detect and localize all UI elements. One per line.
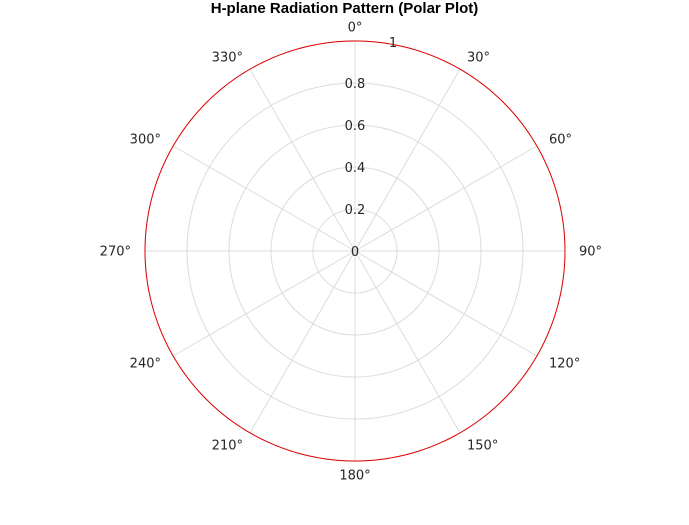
theta-tick-label-5: 150°: [467, 439, 498, 454]
r-tick-label-1: 0.2: [345, 203, 366, 218]
theta-grid-line-11: [249, 68, 356, 252]
r-tick-label-0: 0: [351, 245, 359, 260]
theta-tick-label-10: 300°: [130, 133, 161, 148]
r-tick-label-2: 0.4: [345, 161, 366, 176]
theta-tick-label-7: 210°: [212, 439, 243, 454]
theta-tick-label-3: 90°: [579, 245, 602, 260]
theta-grid-line-2: [354, 145, 538, 252]
theta-grid-line-7: [249, 250, 356, 434]
theta-tick-label-11: 330°: [212, 51, 243, 66]
series-line-0: [144, 40, 566, 462]
theta-grid-line-1: [354, 68, 461, 252]
theta-grid-line-5: [354, 250, 461, 434]
series-layer: [144, 40, 566, 462]
theta-tick-labels: 0° 30° 60° 90° 120° 150° 180° 210° 240° 270° 300° 3…: [100, 21, 602, 484]
theta-tick-label-6: 180°: [339, 469, 370, 484]
theta-tick-label-0: 0°: [348, 21, 363, 36]
theta-grid-line-8: [172, 250, 356, 357]
r-tick-label-5: 1: [389, 36, 397, 51]
angular-grid: [145, 41, 565, 461]
r-tick-label-4: 0.8: [345, 77, 366, 92]
theta-tick-label-8: 240°: [130, 357, 161, 372]
theta-grid-line-4: [354, 250, 538, 357]
theta-grid-line-10: [172, 145, 356, 252]
theta-tick-label-4: 120°: [549, 357, 580, 372]
theta-tick-label-2: 60°: [549, 133, 572, 148]
theta-tick-label-9: 270°: [100, 245, 131, 260]
r-tick-label-3: 0.6: [345, 119, 366, 134]
chart-title: H-plane Radiation Pattern (Polar Plot): [210, 0, 479, 17]
r-tick-labels: 0 0.2 0.4 0.6 0.8 1: [345, 36, 397, 260]
theta-tick-label-1: 30°: [467, 51, 490, 66]
